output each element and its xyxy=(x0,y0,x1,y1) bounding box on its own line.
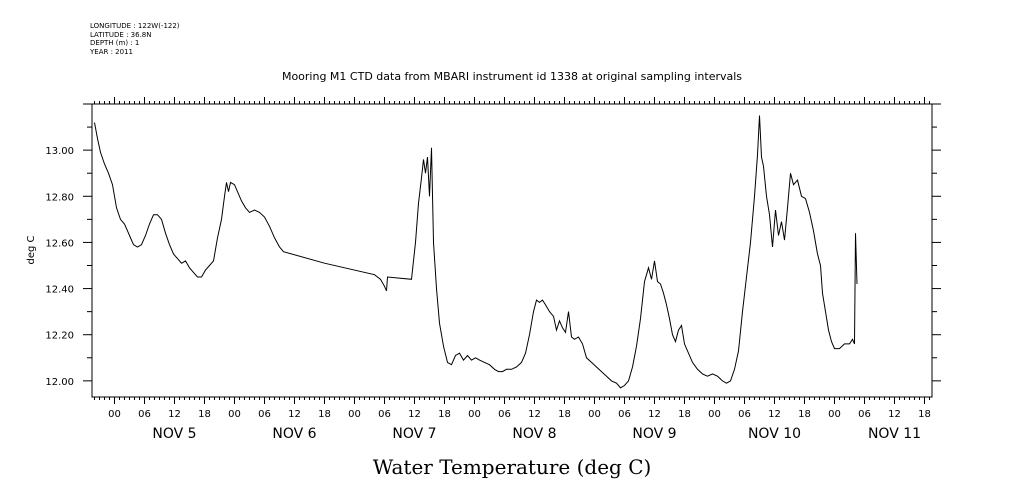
depth-label: DEPTH (m) : 1 xyxy=(90,39,140,48)
x-tick-labels: 00 06 12 18 00 06 12 18 00 06 12 18 00 06 12 18 00 06 12 18… xyxy=(108,409,931,420)
x-tick-label: 12 xyxy=(168,409,181,420)
day-labels: NOV 5 NOV 6 NOV 7 NOV 8 NOV 9 NOV 10 NOV 11 xyxy=(152,426,921,442)
day-label: NOV 5 xyxy=(152,426,196,442)
x-axis-label: Water Temperature (deg C) xyxy=(373,455,652,479)
x-tick-label: 06 xyxy=(258,409,271,420)
day-label: NOV 7 xyxy=(392,426,436,442)
day-label: NOV 10 xyxy=(748,426,801,442)
y-tick-label: 13.00 xyxy=(45,146,74,157)
x-tick-label: 12 xyxy=(888,409,901,420)
y-tick-label: 12.80 xyxy=(45,192,74,203)
y-tick-label: 12.60 xyxy=(45,238,74,249)
longitude-label: LONGITUDE : 122W(-122) xyxy=(90,22,180,30)
day-label: NOV 11 xyxy=(868,426,921,442)
x-tick-label: 12 xyxy=(408,409,421,420)
x-tick-label: 18 xyxy=(798,409,811,420)
x-tick-label: 18 xyxy=(438,409,451,420)
metadata-block: LONGITUDE : 122W(-122) LATITUDE : 36.8N … xyxy=(90,22,180,56)
year-label: YEAR : 2011 xyxy=(90,47,133,56)
y-tick-label: 12.00 xyxy=(45,377,74,388)
x-tick-label: 12 xyxy=(768,409,781,420)
x-tick-label: 00 xyxy=(108,409,121,420)
x-tick-label: 06 xyxy=(378,409,391,420)
latitude-label: LATITUDE : 36.8N xyxy=(90,30,152,39)
day-label: NOV 6 xyxy=(272,426,316,442)
day-label: NOV 8 xyxy=(512,426,556,442)
y-tick-label: 12.20 xyxy=(45,331,74,342)
x-tick-label: 00 xyxy=(228,409,241,420)
x-tick-label: 06 xyxy=(738,409,751,420)
y-tick-labels: 12.00 12.20 12.40 12.60 12.80 13.00 xyxy=(45,146,74,388)
x-tick-label: 12 xyxy=(288,409,301,420)
y-axis-label: deg C xyxy=(26,235,37,264)
x-tick-label: 18 xyxy=(318,409,331,420)
x-tick-label: 18 xyxy=(558,409,571,420)
chart-title: Mooring M1 CTD data from MBARI instrumen… xyxy=(282,70,742,83)
x-tick-label: 00 xyxy=(348,409,361,420)
axis-ticks xyxy=(83,97,941,404)
x-tick-label: 00 xyxy=(828,409,841,420)
x-tick-label: 06 xyxy=(618,409,631,420)
x-tick-label: 18 xyxy=(678,409,691,420)
day-label: NOV 9 xyxy=(632,426,676,442)
x-tick-label: 00 xyxy=(708,409,721,420)
x-tick-label: 12 xyxy=(648,409,661,420)
y-tick-label: 12.40 xyxy=(45,285,74,296)
x-tick-label: 00 xyxy=(468,409,481,420)
x-tick-label: 06 xyxy=(138,409,151,420)
x-tick-label: 00 xyxy=(588,409,601,420)
x-tick-label: 06 xyxy=(858,409,871,420)
x-tick-label: 18 xyxy=(918,409,931,420)
x-tick-label: 12 xyxy=(528,409,541,420)
x-tick-label: 18 xyxy=(198,409,211,420)
x-tick-label: 06 xyxy=(498,409,511,420)
plot-frame xyxy=(91,103,933,398)
water-temperature-line xyxy=(94,115,858,389)
